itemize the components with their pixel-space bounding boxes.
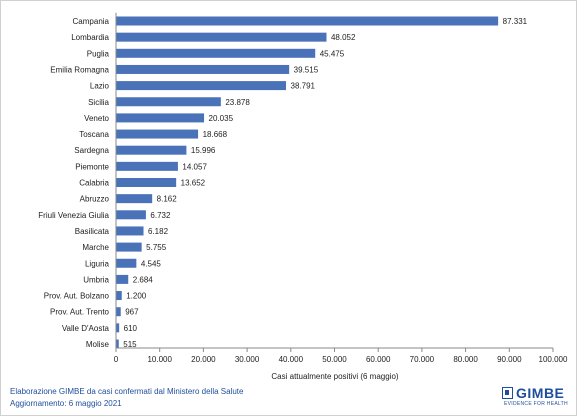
category-label: Liguria [85,259,110,268]
category-label: Emilia Romagna [50,65,109,74]
source-note: Elaborazione GIMBE da casi confermati da… [10,387,244,396]
data-label: 48.052 [331,33,356,42]
category-label: Veneto [84,114,109,123]
data-label: 8.162 [157,195,178,204]
data-label: 18.668 [203,130,228,139]
x-tick-label: 40.000 [279,355,304,364]
x-tick-label: 90.000 [497,355,522,364]
category-label: Sardegna [74,146,109,155]
data-label: 610 [124,324,138,333]
update-note: Aggiornamento: 6 maggio 2021 [10,399,122,408]
x-tick-label: 50.000 [322,355,347,364]
bar [116,161,178,171]
x-tick-label: 80.000 [453,355,478,364]
bar [116,242,142,252]
x-tick-label: 30.000 [235,355,260,364]
category-label: Prov. Aut. Bolzano [44,292,110,301]
bar [116,32,327,42]
data-label: 6.182 [148,227,169,236]
data-label: 5.755 [146,243,167,252]
category-label: Basilicata [75,227,110,236]
bar [116,210,146,220]
data-label: 23.878 [225,98,250,107]
category-label: Puglia [87,49,110,58]
bar [116,16,499,26]
category-label: Abruzzo [80,195,110,204]
bar [116,194,153,204]
bar [116,64,290,74]
category-label: Campania [73,17,110,26]
data-label: 20.035 [209,114,234,123]
data-label: 14.057 [182,162,207,171]
bar [116,339,119,349]
data-label: 2.684 [133,275,154,284]
bar [116,226,144,236]
bar [116,274,129,284]
data-label: 39.515 [294,65,319,74]
bar [116,145,187,155]
category-label: Calabria [79,179,109,188]
data-label: 1.200 [126,292,147,301]
category-label: Marche [82,243,109,252]
x-tick-label: 20.000 [191,355,216,364]
data-label: 15.996 [191,146,216,155]
bar [116,81,287,91]
bar [116,258,137,268]
data-label: 13.652 [181,179,206,188]
bar [116,113,205,123]
bar [116,97,221,107]
category-label: Lombardia [71,33,109,42]
category-label: Piemonte [75,162,109,171]
bar [116,323,120,333]
data-label: 4.545 [141,259,162,268]
data-label: 45.475 [320,49,345,58]
gimbe-logo: GIMBE EVIDENCE FOR HEALTH [502,385,572,411]
data-label: 967 [125,308,139,317]
category-label: Sicilia [88,98,109,107]
x-axis-title: Casi attualmente positivi (6 maggio) [271,372,399,381]
data-label: 6.732 [150,211,171,220]
bar [116,48,316,58]
logo-tagline: EVIDENCE FOR HEALTH [504,401,568,407]
logo-mark-icon [502,387,513,399]
bars [116,16,499,349]
x-axis: 0 10.000 20.000 30.000 40.000 50.000 60.000 70.… [114,12,568,364]
x-tick-label: 70.000 [410,355,435,364]
x-tick-label: 10.000 [147,355,172,364]
bar [116,307,121,317]
logo-word: GIMBE [516,385,565,401]
category-label: Prov. Aut. Trento [50,308,110,317]
x-tick-label: 0 [114,355,119,364]
category-label: Umbria [83,275,109,284]
category-labels: Campania Lombardia Puglia Emilia Romagna Laz… [38,17,109,349]
category-label: Friuli Venezia Giulia [38,211,109,220]
x-tick-label: 100.000 [539,355,568,364]
category-label: Lazio [90,82,110,91]
bar [116,178,177,187]
bar [116,291,122,301]
data-label: 515 [123,340,137,349]
data-label: 87.331 [503,17,528,26]
category-label: Toscana [79,130,109,139]
category-label: Molise [86,340,110,349]
x-tick-label: 60.000 [366,355,391,364]
category-label: Valle D'Aosta [62,324,110,333]
bar [116,129,199,139]
data-label: 38.791 [291,82,316,91]
